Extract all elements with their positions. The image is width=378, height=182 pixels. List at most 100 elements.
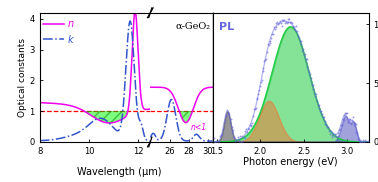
- Point: [254, 97, 260, 100]
- Point: [285, 21, 291, 24]
- Point: [293, 25, 299, 28]
- Point: [364, 143, 370, 146]
- Point: [310, 84, 316, 87]
- Point: [353, 130, 359, 133]
- Point: [309, 84, 315, 86]
- Point: [290, 24, 296, 27]
- Point: [359, 140, 365, 143]
- Point: [291, 25, 297, 28]
- Point: [317, 110, 323, 112]
- Point: [245, 127, 251, 130]
- Point: [282, 22, 288, 25]
- Point: [260, 70, 266, 73]
- Point: [248, 124, 254, 127]
- Point: [239, 135, 245, 138]
- Point: [280, 18, 286, 21]
- Point: [273, 25, 279, 28]
- Point: [305, 69, 311, 72]
- Point: [266, 42, 273, 45]
- Point: [235, 139, 242, 142]
- Point: [347, 118, 353, 121]
- Point: [225, 110, 231, 113]
- Point: [232, 140, 238, 143]
- Point: [216, 139, 222, 142]
- Point: [276, 21, 282, 24]
- Point: [236, 139, 242, 142]
- Point: [358, 139, 364, 142]
- Point: [268, 37, 274, 40]
- Point: [217, 135, 223, 138]
- Point: [341, 114, 347, 117]
- Point: [325, 126, 331, 128]
- Point: [318, 110, 324, 113]
- Point: [365, 139, 371, 142]
- Point: [222, 118, 228, 121]
- Point: [277, 20, 283, 23]
- Point: [315, 104, 321, 106]
- Point: [302, 52, 308, 55]
- Point: [211, 137, 217, 140]
- Point: [311, 91, 317, 94]
- Point: [322, 123, 328, 126]
- Point: [219, 133, 225, 136]
- Point: [211, 141, 217, 144]
- Point: [217, 142, 223, 145]
- Point: [329, 136, 335, 139]
- Point: [249, 122, 255, 124]
- Point: [250, 114, 256, 117]
- Point: [251, 107, 257, 110]
- Point: [253, 106, 259, 109]
- Point: [220, 128, 226, 130]
- Point: [275, 23, 281, 26]
- Point: [255, 93, 261, 96]
- Text: n: n: [68, 19, 74, 29]
- Point: [261, 60, 267, 63]
- Point: [350, 116, 356, 118]
- Point: [331, 134, 337, 137]
- Point: [326, 130, 332, 133]
- Point: [347, 119, 353, 122]
- Point: [295, 34, 301, 37]
- Point: [328, 134, 335, 136]
- Point: [344, 112, 350, 115]
- Point: [348, 122, 354, 125]
- Point: [304, 58, 310, 61]
- Point: [346, 118, 352, 120]
- Point: [335, 135, 341, 138]
- Point: [286, 18, 292, 21]
- Point: [213, 139, 219, 142]
- Point: [233, 139, 239, 142]
- Point: [297, 40, 304, 43]
- Point: [279, 24, 285, 27]
- Point: [333, 134, 339, 137]
- Point: [353, 123, 359, 126]
- Point: [336, 129, 342, 132]
- Point: [246, 127, 252, 130]
- Point: [263, 58, 269, 61]
- Text: k: k: [68, 35, 74, 45]
- Point: [242, 130, 248, 132]
- Point: [223, 114, 229, 117]
- Text: n<1: n<1: [191, 123, 207, 132]
- Point: [283, 20, 289, 23]
- Point: [289, 22, 295, 25]
- Point: [247, 124, 253, 127]
- Point: [212, 140, 218, 143]
- Point: [241, 136, 247, 139]
- Point: [323, 124, 329, 127]
- Point: [218, 133, 224, 136]
- Point: [288, 21, 294, 24]
- Point: [316, 107, 322, 110]
- Point: [328, 130, 334, 132]
- Point: [349, 119, 355, 122]
- Point: [214, 142, 220, 145]
- Point: [244, 131, 250, 134]
- Point: [316, 103, 322, 106]
- Point: [307, 72, 313, 75]
- Point: [279, 19, 285, 22]
- Point: [270, 33, 276, 35]
- Point: [357, 141, 363, 144]
- Point: [284, 21, 290, 24]
- Point: [265, 43, 271, 46]
- Point: [264, 50, 270, 53]
